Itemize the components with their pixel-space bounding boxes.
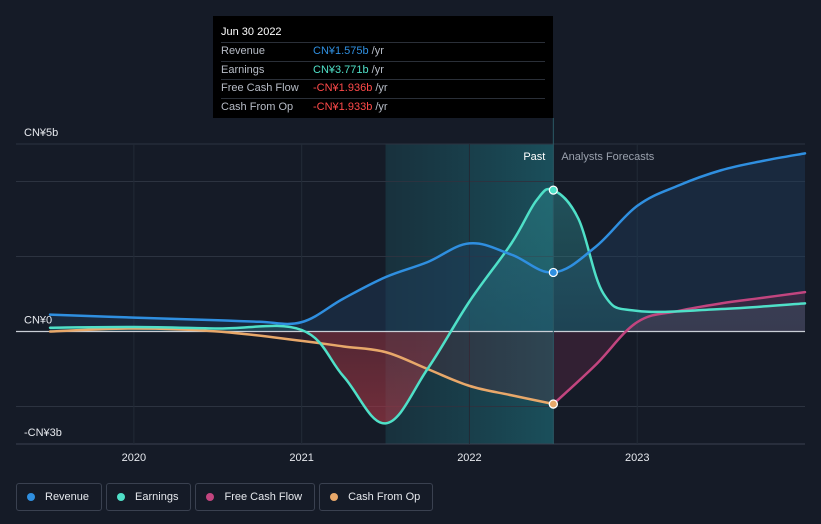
tooltip-label: Revenue: [221, 45, 266, 57]
tooltip-unit: /yr: [371, 45, 384, 57]
tooltip-label: Free Cash Flow: [221, 82, 299, 94]
legend-dot: [117, 493, 126, 501]
y-axis-label: CN¥5b: [24, 127, 58, 139]
y-axis-label: CN¥0: [24, 315, 52, 327]
cash-from-op-line: [48, 327, 555, 406]
earnings-negative-area: [50, 331, 805, 424]
x-tick-label: 2020: [122, 452, 146, 464]
chart-area: CN¥5b CN¥0 -CN¥3b 2020 2021 2022 2023 Past Analy…: [16, 118, 807, 464]
tooltip-unit: /yr: [375, 82, 388, 94]
cash-from-op-marker: [548, 399, 558, 409]
legend-label: Free Cash Flow: [224, 491, 303, 503]
legend-item-earnings[interactable]: Earnings: [106, 483, 192, 511]
cash-from-op-area: [50, 331, 554, 404]
x-tick-label: 2023: [625, 452, 649, 464]
tooltip-date: Jun 30 2022: [221, 26, 282, 38]
earnings-line: [48, 187, 807, 425]
tooltip-row-cash-from-op: Cash From Op -CN¥1.933b /yr: [221, 97, 545, 117]
revenue-marker: [548, 267, 558, 278]
tooltip-value: -CN¥1.936b: [313, 82, 373, 94]
legend: Revenue Earnings Free Cash Flow Cash Fro…: [16, 483, 437, 511]
tooltip-value: CN¥3.771b: [313, 63, 369, 76]
tooltip-label: Cash From Op: [221, 100, 294, 113]
tooltip-value: CN¥1.575b: [313, 45, 369, 57]
tooltip-unit: /yr: [375, 100, 388, 113]
legend-dot: [27, 493, 35, 501]
forecast-label: Analysts Forecasts: [561, 151, 654, 163]
legend-label: Revenue: [45, 491, 90, 503]
y-axis-label: -CN¥3b: [24, 427, 62, 439]
legend-item-revenue[interactable]: Revenue: [16, 483, 103, 511]
tooltip-row-revenue: Revenue CN¥1.575b /yr: [221, 42, 545, 61]
tooltip-unit: /yr: [371, 63, 384, 76]
legend-item-free-cash-flow[interactable]: Free Cash Flow: [195, 483, 316, 511]
legend-item-cash-from-op[interactable]: Cash From Op: [319, 483, 434, 511]
legend-label: Earnings: [135, 491, 179, 503]
free-cash-flow-area: [553, 292, 805, 405]
tooltip-row-earnings: Earnings CN¥3.771b /yr: [221, 60, 545, 80]
legend-label: Cash From Op: [348, 491, 421, 503]
x-tick-label: 2021: [289, 452, 313, 464]
earnings-marker: [548, 185, 558, 195]
tooltip-row-free-cash-flow: Free Cash Flow -CN¥1.936b /yr: [221, 79, 545, 98]
x-tick-label: 2022: [457, 452, 481, 464]
legend-dot: [206, 493, 215, 501]
revenue-line: [48, 152, 807, 326]
revenue-area: [50, 153, 805, 332]
tooltip-value: -CN¥1.933b: [313, 100, 373, 113]
tooltip-label: Earnings: [221, 63, 265, 76]
tooltip: Jun 30 2022 Revenue CN¥1.575b /yr Earnin…: [213, 16, 553, 118]
legend-dot: [330, 493, 339, 501]
past-label: Past: [523, 151, 545, 163]
earnings-positive-area: [50, 188, 805, 332]
